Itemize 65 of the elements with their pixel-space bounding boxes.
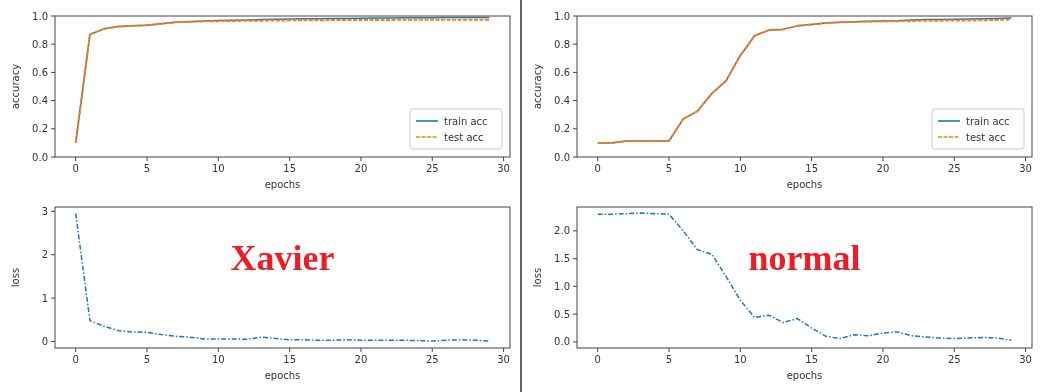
legend-label: train acc xyxy=(444,115,488,127)
line-series xyxy=(596,212,1013,341)
x-tick-label: 30 xyxy=(497,163,510,174)
x-tick-label: 20 xyxy=(876,354,890,365)
x-tick-label: 20 xyxy=(876,163,890,174)
x-tick-label: 10 xyxy=(211,163,225,174)
y-tick-label: 0.0 xyxy=(554,336,570,348)
x-tick-label: 25 xyxy=(947,163,961,174)
x-tick-label: 30 xyxy=(1019,354,1032,365)
x-tick-label: 15 xyxy=(283,354,296,365)
y-tick-label: 1.0 xyxy=(554,10,570,22)
x-tick-label: 25 xyxy=(425,354,439,365)
x-tick-label: 0 xyxy=(594,354,601,365)
y-tick-label: 0.6 xyxy=(554,66,570,78)
y-tick-label: 0.2 xyxy=(32,123,48,135)
y-tick-label: 0.4 xyxy=(32,95,48,107)
y-tick-label: 0.6 xyxy=(32,66,48,78)
y-axis-title: loss xyxy=(10,267,21,288)
x-tick-label: 5 xyxy=(665,163,673,174)
legend-label: test acc xyxy=(444,131,484,143)
x-tick-label: 20 xyxy=(354,354,368,365)
x-tick-label: 0 xyxy=(594,163,601,174)
y-tick-label: 3 xyxy=(41,205,48,217)
x-tick-label: 5 xyxy=(143,163,151,174)
x-tick-label: 15 xyxy=(805,163,818,174)
y-tick-label: 0.8 xyxy=(32,38,48,50)
y-tick-label: 0 xyxy=(41,335,48,347)
x-tick-label: 30 xyxy=(497,354,510,365)
x-tick-label: 20 xyxy=(354,163,368,174)
legend-label: test acc xyxy=(966,131,1006,143)
x-tick-label: 25 xyxy=(425,163,439,174)
x-axis-title: epochs xyxy=(264,179,301,190)
y-axis-title: loss xyxy=(532,267,543,288)
legend-label: train acc xyxy=(966,115,1010,127)
line-series xyxy=(74,212,491,342)
x-tick-label: 25 xyxy=(947,354,961,365)
y-tick-label: 0.4 xyxy=(554,95,570,107)
x-tick-label: 0 xyxy=(72,163,79,174)
x-tick-label: 5 xyxy=(665,354,673,365)
x-axis-title: epochs xyxy=(786,179,823,190)
y-tick-label: 1 xyxy=(41,292,48,304)
x-axis-title: epochs xyxy=(264,370,301,381)
y-tick-label: 0.2 xyxy=(554,123,570,135)
annotation: normal xyxy=(748,238,861,279)
y-tick-label: 1.0 xyxy=(32,10,48,22)
y-tick-label: 2 xyxy=(41,249,48,261)
annotation: Xavier xyxy=(230,238,335,279)
y-tick-label: 0.0 xyxy=(554,151,570,163)
x-tick-label: 15 xyxy=(283,163,296,174)
y-axis-title: accuracy xyxy=(532,63,543,110)
y-tick-label: 1.5 xyxy=(554,253,570,265)
x-tick-label: 10 xyxy=(211,354,225,365)
x-tick-label: 0 xyxy=(72,354,79,365)
y-tick-label: 0.8 xyxy=(554,38,570,50)
x-tick-label: 10 xyxy=(733,163,747,174)
y-tick-label: 2.0 xyxy=(554,225,570,237)
x-tick-label: 15 xyxy=(805,354,818,365)
x-tick-label: 30 xyxy=(1019,163,1032,174)
x-axis-title: epochs xyxy=(786,370,823,381)
x-tick-label: 5 xyxy=(143,354,151,365)
y-tick-label: 0.5 xyxy=(554,308,570,320)
y-axis-title: accuracy xyxy=(10,63,21,110)
y-tick-label: 0.0 xyxy=(32,151,48,163)
x-tick-label: 10 xyxy=(733,354,747,365)
y-tick-label: 1.0 xyxy=(554,280,570,292)
